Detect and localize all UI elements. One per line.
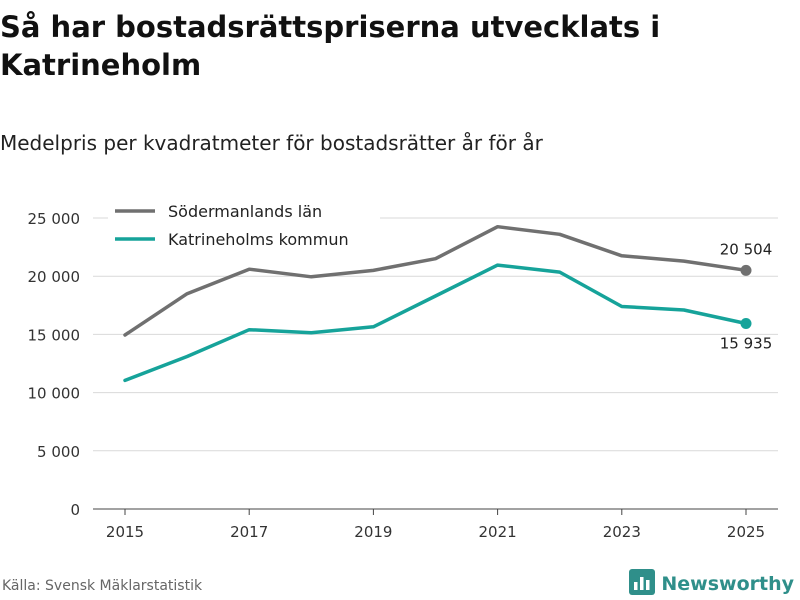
y-tick-label: 0	[70, 501, 80, 519]
brand-logo[interactable]: Newsworthy	[629, 569, 794, 599]
gridlines	[93, 217, 778, 510]
legend-background	[108, 196, 380, 256]
x-axis: 2015 2017 2019 2021 2023 2025	[106, 509, 765, 541]
series-end-label-1: 15 935	[720, 335, 773, 353]
y-tick-label: 25 000	[28, 210, 81, 228]
series-end-label-0: 20 504	[720, 240, 773, 258]
x-tick-label: 2019	[354, 523, 392, 541]
x-tick-label: 2017	[230, 523, 268, 541]
legend-label-1: Katrineholms kommun	[168, 230, 349, 249]
x-tick-label: 2023	[603, 523, 641, 541]
y-tick-label: 20 000	[28, 268, 81, 286]
brand-name: Newsworthy	[661, 573, 794, 595]
y-tick-label: 10 000	[28, 385, 81, 403]
chart-title: Så har bostadsrättspriserna utvecklats i…	[0, 10, 661, 82]
series-end-marker-1	[740, 318, 752, 330]
series-line-1	[123, 263, 748, 383]
source-note: Källa: Svensk Mäklarstatistik	[2, 578, 203, 594]
x-tick-label: 2015	[106, 523, 144, 541]
y-axis: 0 5 000 10 000 15 000 20 000 25 000	[28, 210, 81, 519]
x-tick-label: 2025	[727, 523, 765, 541]
legend-label-0: Södermanlands län	[168, 202, 322, 221]
series-end-marker-0	[740, 264, 752, 276]
series: 20 504 15 935	[123, 224, 773, 383]
x-tick-label: 2021	[479, 523, 517, 541]
y-tick-label: 15 000	[28, 326, 81, 344]
bar-chart-icon	[629, 569, 656, 599]
chart-subtitle: Medelpris per kvadratmeter för bostadsrä…	[0, 131, 543, 155]
series-line-0	[123, 224, 748, 337]
y-tick-label: 5 000	[37, 443, 80, 461]
legend: Södermanlands län Katrineholms kommun	[108, 196, 380, 256]
